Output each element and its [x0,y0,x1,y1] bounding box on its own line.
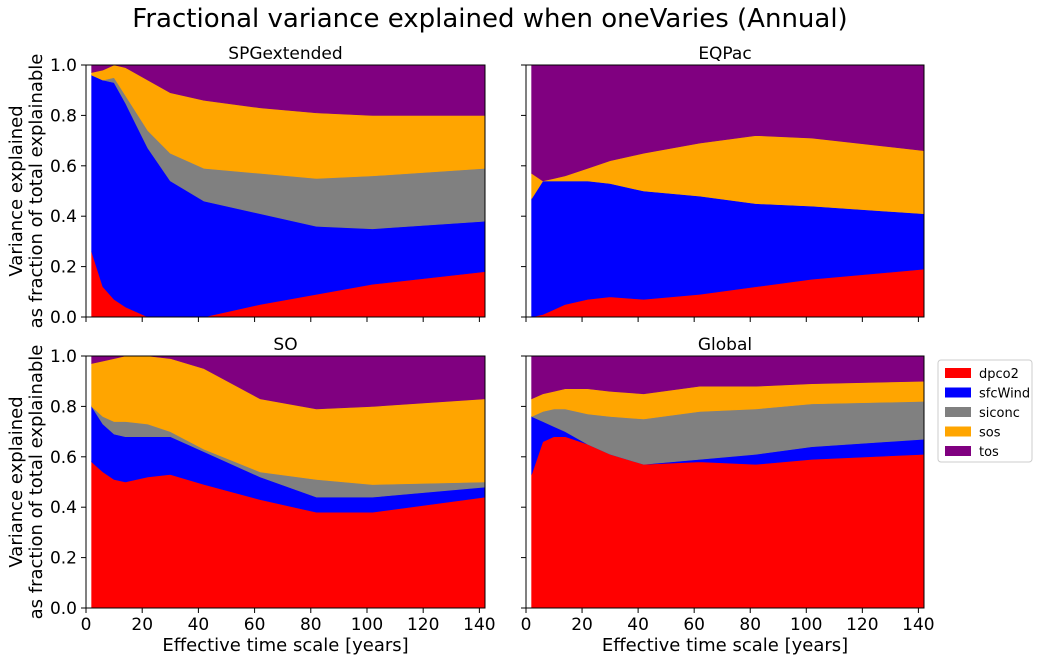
legend-item-tos: tos [945,445,999,460]
legend-swatch [945,446,971,456]
y-tick-label: 0.6 [50,157,77,177]
axes-frame [85,64,486,318]
legend-label: siconc [979,406,1020,421]
x-tick-label: 100 [790,615,822,635]
legend-label: dpco2 [979,367,1019,382]
legend-item-dpco2: dpco2 [945,367,1019,382]
legend-swatch [945,426,971,437]
legend-item-siconc: siconc [945,406,1020,421]
legend-item-sos: sos [945,426,1001,441]
y-axis-label: Variance explainedas fraction of total e… [6,345,47,620]
x-tick-label: 40 [188,615,210,635]
x-tick-label: 120 [846,615,878,635]
y-tick-label: 0.8 [50,106,77,126]
y-tick-label: 0.4 [50,498,77,518]
legend-item-sfcwind: sfcWind [945,387,1030,402]
x-tick-label: 20 [131,615,153,635]
panel-title: SPGextended [228,44,342,64]
panel-title: EQPac [698,44,751,64]
legend: dpco2 sfcWind siconc sos tos [937,359,1033,463]
x-tick-label: 140 [463,615,495,635]
x-axis-label: Effective time scale [years] [602,635,848,656]
panel-global: Global 0 20 40 60 80 100 120 140 Effective time s… [521,335,935,656]
x-tick-label: 0 [521,615,532,635]
x-tick-label: 120 [407,615,439,635]
axes-frame [525,64,925,318]
x-tick-label: 20 [571,615,593,635]
legend-swatch [945,368,971,378]
panel-title: Global [698,335,752,355]
x-tick-label: 140 [902,615,934,635]
x-tick-label: 40 [627,615,649,635]
y-tick-label: 1.0 [50,347,77,367]
legend-label: tos [979,445,999,460]
legend-swatch [945,407,971,417]
x-tick-label: 60 [244,615,266,635]
x-tick-label: 80 [300,615,322,635]
x-tick-label: 60 [683,615,705,635]
y-tick-label: 0.2 [50,258,77,278]
panel-eqpac: EQPac [521,44,925,322]
x-axis-label: Effective time scale [years] [162,635,408,656]
y-tick-label: 0.0 [50,599,77,619]
y-tick-label: 0.0 [50,308,77,328]
y-tick-label: 0.2 [50,549,77,569]
axes-frame [85,355,486,609]
figure-title: Fractional variance explained when oneVa… [132,4,847,34]
axes-frame [525,355,925,609]
panel-title: SO [273,335,297,355]
x-tick-label: 100 [351,615,383,635]
legend-label: sos [979,426,1001,441]
y-tick-label: 0.6 [50,448,77,468]
y-tick-label: 0.8 [50,397,77,417]
panel-so: SO 0.0 0.2 0.4 0.6 0.8 1.0 0 20 40 60 80 100 120 140 Ef… [6,335,496,656]
x-tick-label: 0 [81,615,92,635]
y-axis-label: Variance explainedas fraction of total e… [6,54,47,329]
legend-swatch [945,387,971,398]
x-tick-label: 80 [739,615,761,635]
y-tick-label: 0.4 [50,207,77,227]
legend-label: sfcWind [979,387,1030,402]
y-tick-label: 1.0 [50,56,77,76]
